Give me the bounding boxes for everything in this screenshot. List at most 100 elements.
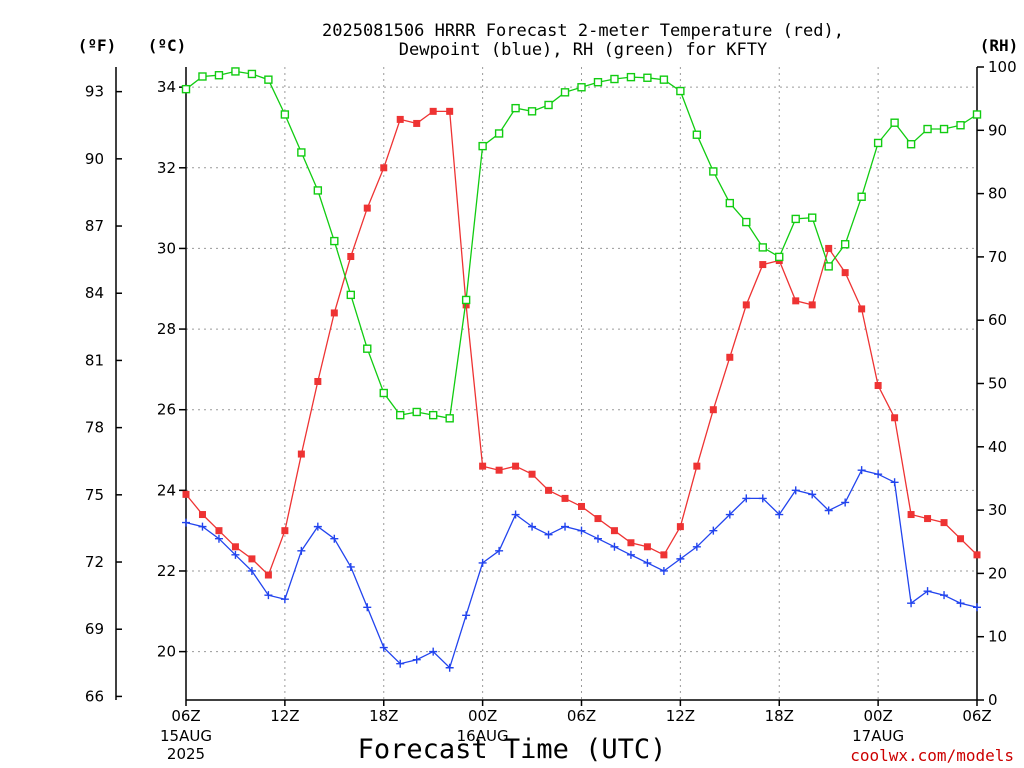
- temperature-point: [676, 523, 684, 531]
- dewpoint-point: [643, 558, 652, 567]
- rh-point: [560, 88, 570, 97]
- rh-point: [725, 198, 735, 208]
- celsius-tick-label: 22: [157, 562, 176, 580]
- temperature-point: [610, 527, 618, 535]
- temperature-point: [957, 535, 965, 543]
- temperature-point: [891, 414, 899, 422]
- rh-point: [873, 138, 883, 148]
- temperature-point: [380, 164, 388, 172]
- dewpoint-point: [379, 643, 388, 652]
- dewpoint-point: [725, 510, 734, 519]
- rh-point: [857, 192, 866, 201]
- fahrenheit-tick-label: 90: [85, 150, 104, 168]
- rh-tick-label: 40: [988, 438, 1007, 456]
- x-tick-label: 06Z: [567, 707, 596, 725]
- temperature-point: [825, 244, 833, 252]
- rh-point: [972, 110, 982, 119]
- temperature-point: [215, 527, 223, 535]
- rh-point: [297, 148, 306, 157]
- x-tick-label: 18Z: [369, 707, 398, 725]
- rh-point: [956, 121, 965, 130]
- temperature-point: [231, 543, 239, 551]
- rh-point: [923, 124, 932, 134]
- rh-point: [181, 84, 191, 94]
- x-tick-date-label: 15AUG: [160, 727, 212, 745]
- rh-point: [379, 388, 388, 398]
- chart-title-line-1: 2025081506 HRRR Forecast 2-meter Tempera…: [322, 21, 844, 41]
- dewpoint-point: [429, 647, 438, 656]
- rh-point: [247, 69, 257, 79]
- temperature-point: [643, 543, 651, 551]
- temperature-point: [281, 527, 289, 535]
- rh-unit-label: (RH): [980, 36, 1019, 55]
- dewpoint-point: [478, 558, 487, 567]
- dewpoint-point: [264, 591, 273, 600]
- dewpoint-point: [791, 486, 800, 495]
- dewpoint-point: [890, 478, 899, 487]
- chart-title-line-2: Dewpoint (blue), RH (green) for KFTY: [399, 40, 767, 60]
- dewpoint-point: [511, 510, 520, 519]
- rh-point: [659, 75, 669, 84]
- dewpoint-point: [808, 490, 817, 499]
- rh-tick-label: 60: [988, 311, 1007, 329]
- x-tick-date-label: 16AUG: [457, 727, 509, 745]
- temperature-point: [479, 462, 487, 470]
- rh-point: [346, 290, 355, 300]
- dewpoint-point: [940, 591, 949, 600]
- temperature-point: [297, 450, 305, 458]
- rh-point: [280, 110, 290, 119]
- dewpoint-point: [280, 595, 289, 604]
- dewpoint-point: [907, 599, 916, 608]
- celsius-tick-label: 24: [157, 481, 176, 499]
- rh-point: [593, 77, 603, 87]
- rh-tick-label: 50: [988, 375, 1007, 393]
- dewpoint-point: [758, 494, 767, 503]
- temperature-point: [561, 494, 569, 502]
- x-tick-date-label: 2025: [167, 745, 205, 763]
- temperature-point: [528, 470, 536, 478]
- dewpoint-point: [923, 587, 932, 596]
- celsius-tick-label: 32: [157, 159, 176, 177]
- x-tick-label: 00Z: [863, 707, 892, 725]
- fahrenheit-unit-label: (ºF): [78, 36, 117, 55]
- dewpoint-point: [561, 522, 570, 531]
- x-axis-label: Forecast Time (UTC): [358, 734, 667, 765]
- rh-tick-label: 80: [988, 185, 1007, 203]
- dewpoint-point: [824, 506, 833, 515]
- x-tick-label: 06Z: [962, 707, 991, 725]
- dewpoint-point: [626, 550, 635, 559]
- rh-point: [626, 72, 636, 82]
- temperature-point: [578, 502, 585, 510]
- fahrenheit-tick-label: 84: [85, 284, 104, 302]
- celsius-tick-label: 30: [157, 239, 176, 257]
- rh-point: [494, 129, 504, 138]
- grid-lines: [186, 67, 977, 700]
- dewpoint-point: [214, 534, 223, 543]
- dewpoint-point: [577, 526, 586, 535]
- dewpoint-point: [396, 659, 405, 668]
- rh-point: [775, 252, 784, 262]
- temperature-point: [396, 115, 404, 123]
- fahrenheit-tick-label: 75: [85, 486, 104, 504]
- rh-point: [906, 140, 916, 149]
- rh-point: [412, 407, 421, 417]
- rh-point: [692, 130, 702, 139]
- rh-tick-label: 90: [988, 121, 1007, 139]
- rh-point: [461, 295, 471, 305]
- rh-point: [824, 262, 833, 271]
- rh-point: [544, 100, 553, 110]
- dewpoint-point: [610, 542, 619, 551]
- rh-point: [428, 410, 438, 420]
- rh-point: [577, 83, 586, 92]
- fahrenheit-tick-label: 69: [85, 620, 104, 638]
- dewpoint-point: [857, 466, 866, 475]
- temperature-point: [363, 204, 371, 212]
- rh-point: [363, 344, 372, 353]
- temperature-point: [495, 466, 503, 474]
- dewpoint-point: [313, 522, 322, 531]
- rh-point: [742, 217, 751, 227]
- rh-point: [445, 414, 454, 423]
- rh-point: [313, 186, 323, 195]
- x-tick-label: 12Z: [666, 707, 695, 725]
